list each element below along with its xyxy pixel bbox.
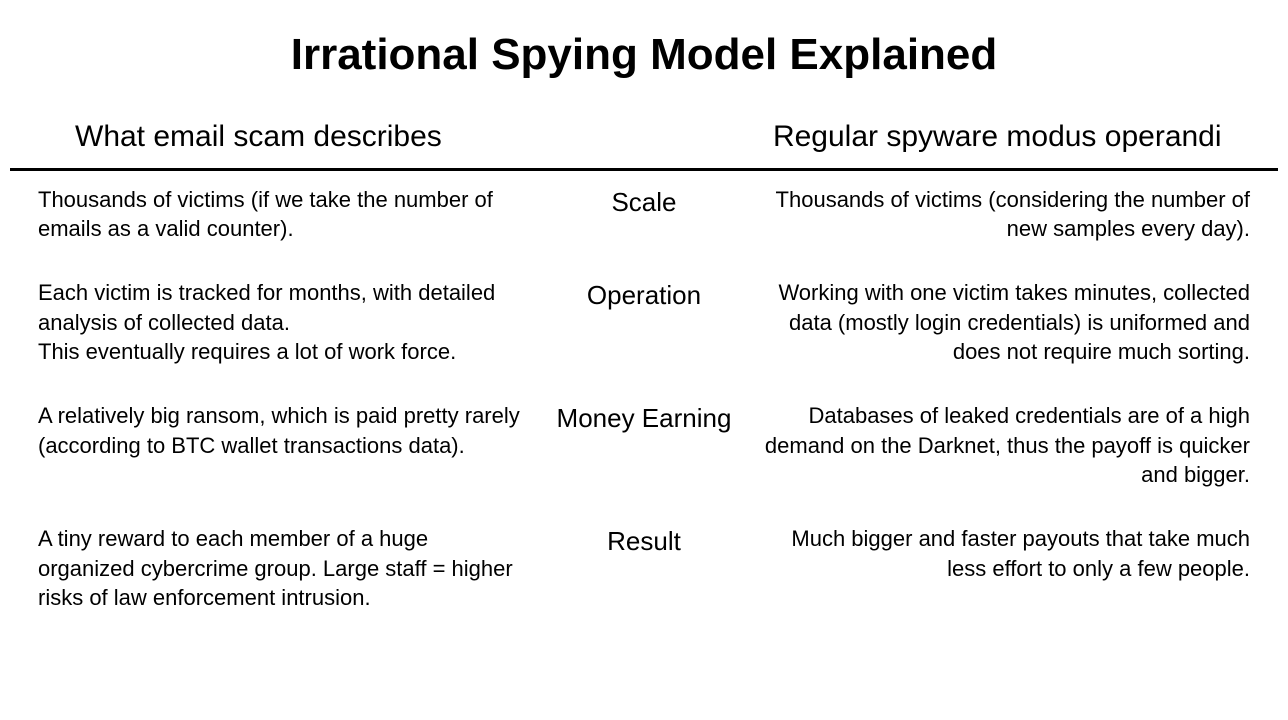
table-row: A tiny reward to each member of a huge o… — [38, 524, 1250, 613]
column-header-right: Regular spyware modus operandi — [757, 118, 1239, 156]
table-header-row: What email scam describes Regular spywar… — [10, 118, 1278, 171]
slide-container: Irrational Spying Model Explained What e… — [0, 0, 1288, 720]
table-row: A relatively big ransom, which is paid p… — [38, 401, 1250, 490]
cell-right: Working with one victim takes minutes, c… — [744, 278, 1250, 367]
cell-right: Much bigger and faster payouts that take… — [744, 524, 1250, 583]
table-body: Thousands of victims (if we take the num… — [10, 171, 1278, 614]
column-header-left: What email scam describes — [50, 120, 557, 154]
cell-left: Thousands of victims (if we take the num… — [38, 185, 544, 244]
cell-category: Result — [544, 524, 744, 557]
cell-right: Thousands of victims (considering the nu… — [744, 185, 1250, 244]
page-title: Irrational Spying Model Explained — [10, 30, 1278, 80]
table-row: Each victim is tracked for months, with … — [38, 278, 1250, 367]
cell-left: A tiny reward to each member of a huge o… — [38, 524, 544, 613]
cell-right: Databases of leaked credentials are of a… — [744, 401, 1250, 490]
cell-left: Each victim is tracked for months, with … — [38, 278, 544, 367]
cell-left: A relatively big ransom, which is paid p… — [38, 401, 544, 460]
cell-category: Money Earning — [544, 401, 744, 434]
cell-category: Operation — [544, 278, 744, 311]
table-row: Thousands of victims (if we take the num… — [38, 185, 1250, 244]
cell-category: Scale — [544, 185, 744, 218]
